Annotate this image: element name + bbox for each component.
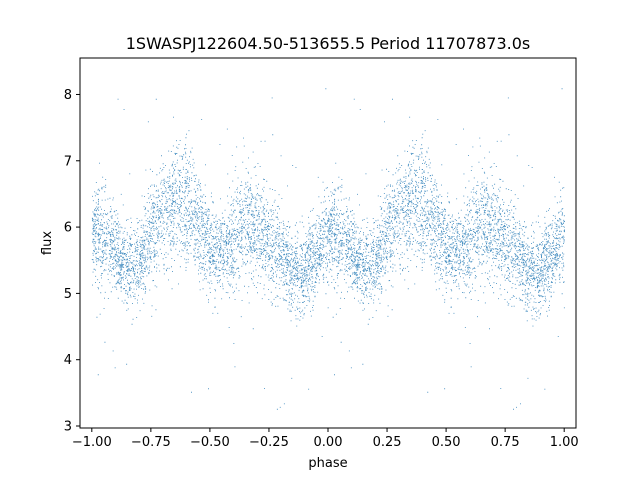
x-tick-label: 0.75	[491, 435, 520, 450]
y-tick-label: 8	[64, 88, 72, 103]
chart-title: 1SWASPJ122604.50-513655.5 Period 1170787…	[126, 34, 531, 53]
x-axis-label: phase	[308, 456, 347, 471]
y-tick-label: 5	[64, 287, 72, 302]
x-tick-label: −0.75	[131, 435, 171, 450]
y-axis-ticks: 3 4 5 6 7 8	[64, 88, 80, 435]
x-axis-ticks: −1.00 −0.75 −0.50 −0.25 0.00 0.25 0.50 0.75 1.00	[72, 428, 579, 450]
x-tick-label: −1.00	[72, 435, 112, 450]
x-tick-label: −0.25	[249, 435, 289, 450]
x-tick-label: 0.50	[432, 435, 461, 450]
y-tick-label: 7	[64, 154, 72, 169]
y-tick-label: 6	[64, 221, 72, 236]
x-tick-label: 0.00	[314, 435, 343, 450]
y-axis-label: flux	[40, 231, 55, 255]
x-tick-label: 1.00	[550, 435, 579, 450]
y-tick-label: 4	[64, 353, 72, 368]
x-tick-label: 0.25	[373, 435, 402, 450]
y-tick-label: 3	[64, 420, 72, 435]
x-tick-label: −0.50	[190, 435, 230, 450]
